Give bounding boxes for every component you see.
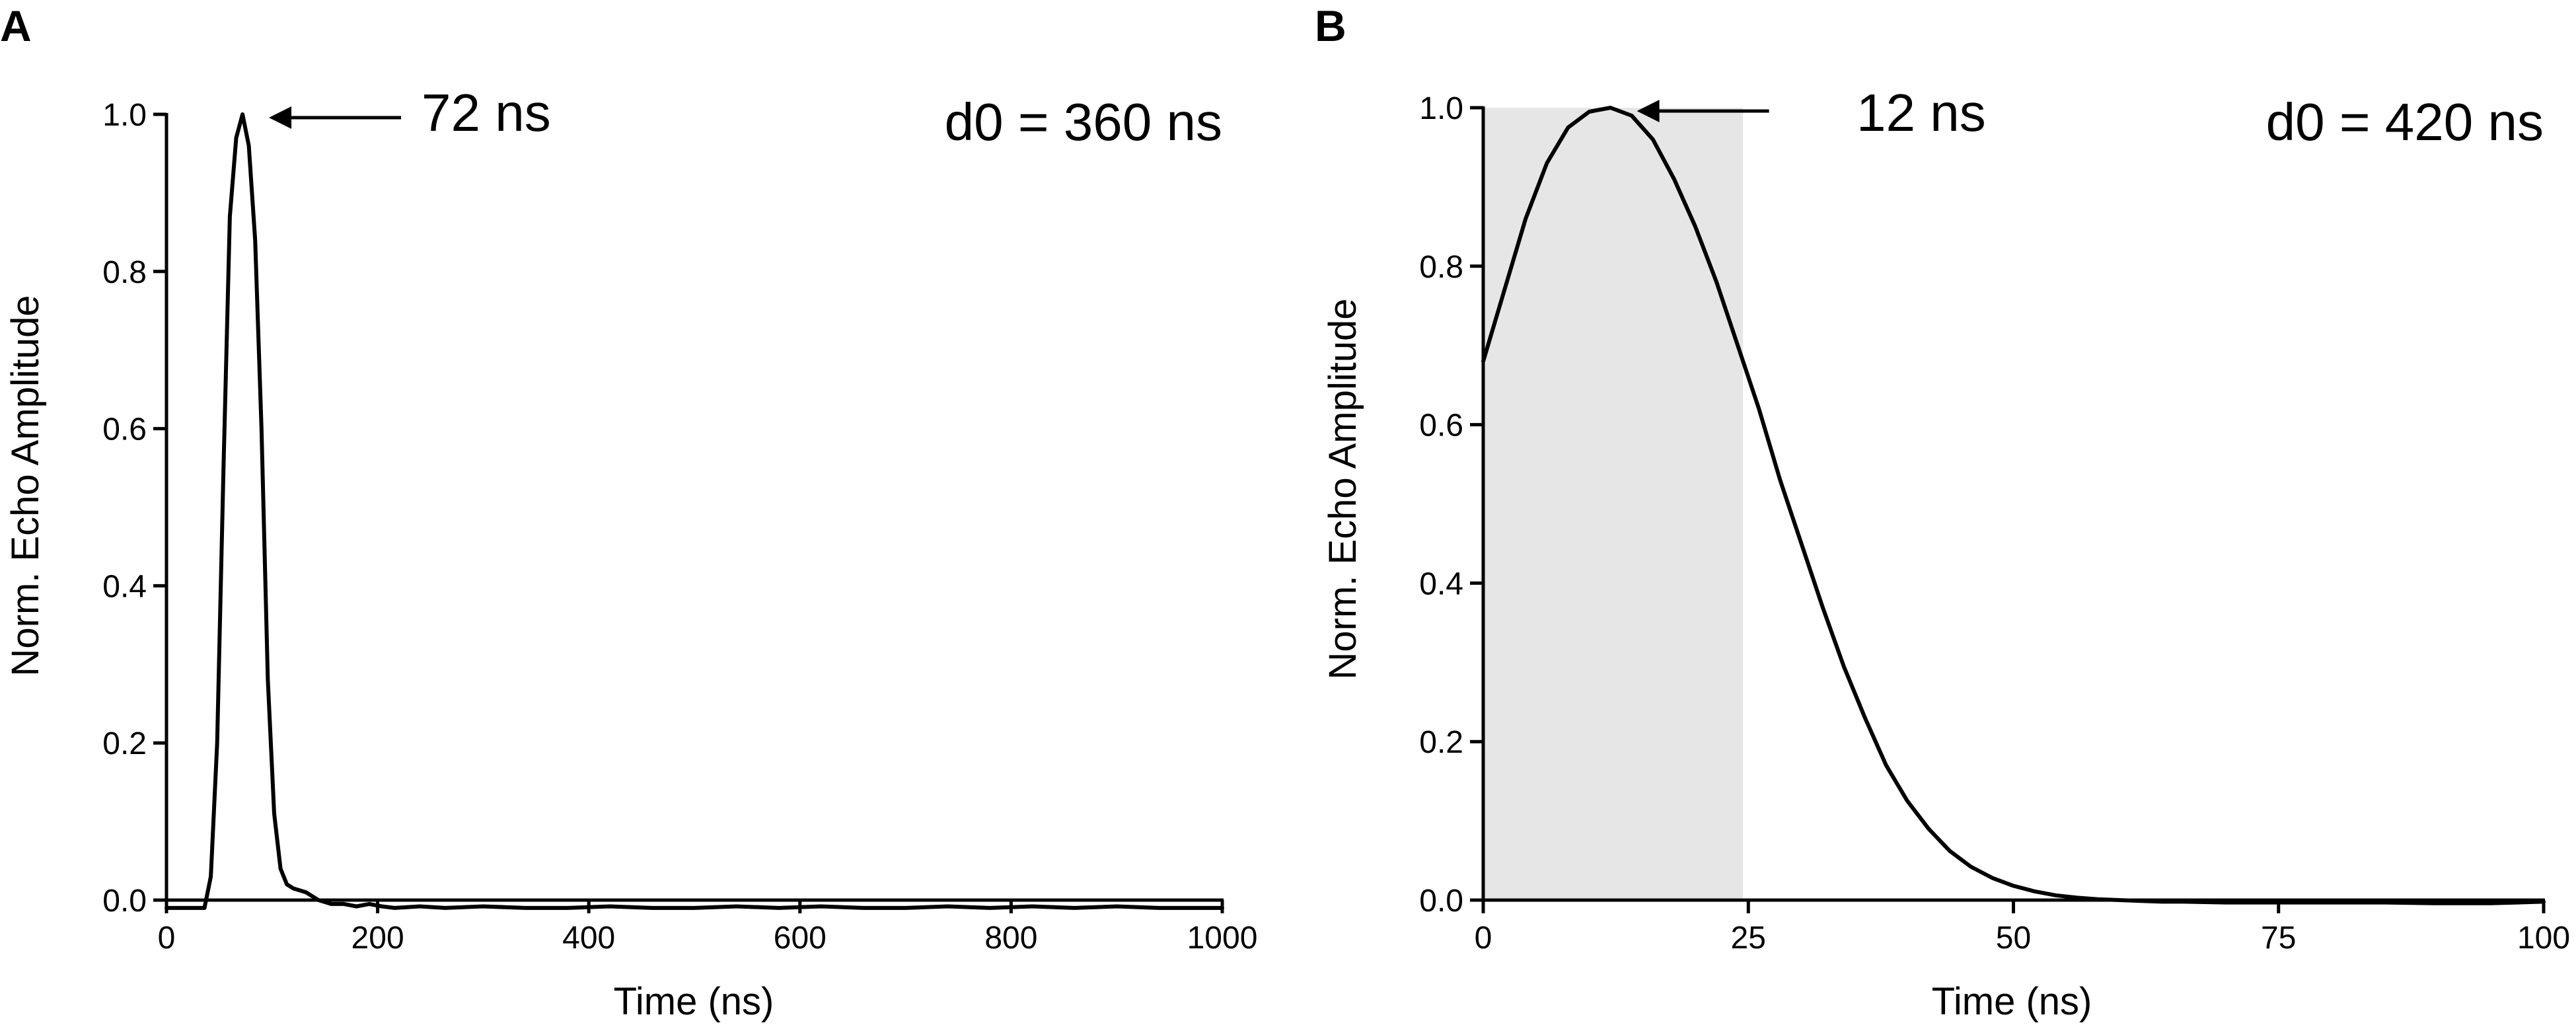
x-tick-label: 1000 <box>1187 921 1258 956</box>
corner-label: d0 = 360 ns <box>945 93 1222 151</box>
x-tick-label: 100 <box>2517 921 2570 956</box>
x-tick-label: 0 <box>158 921 176 956</box>
y-axis-title: Norm. Echo Amplitude <box>1321 298 1364 679</box>
panel-letter: B <box>1315 1 1346 50</box>
x-tick-label: 75 <box>2261 921 2296 956</box>
x-tick-label: 50 <box>1996 921 2031 956</box>
y-tick-label: 0.4 <box>102 569 147 604</box>
x-tick-label: 0 <box>1475 921 1492 956</box>
x-tick-label: 200 <box>351 921 404 956</box>
series-line <box>165 112 1224 910</box>
y-tick-label: 0.8 <box>102 255 147 290</box>
y-tick-label: 0.0 <box>1419 884 1463 919</box>
panel-letter: A <box>0 1 32 50</box>
x-tick-label: 400 <box>562 921 615 956</box>
annotation-arrow-head <box>269 106 292 129</box>
x-tick-label: 800 <box>984 921 1037 956</box>
y-tick-label: 0.6 <box>1419 408 1463 443</box>
x-tick-label: 600 <box>774 921 827 956</box>
y-tick-label: 0.0 <box>102 884 147 919</box>
panel-b: B Norm. Echo Amplitude Time (ns) 12 ns d… <box>1315 1 2570 1023</box>
y-tick-label: 0.8 <box>1419 250 1463 285</box>
corner-label: d0 = 420 ns <box>2266 93 2544 151</box>
y-tick-label: 0.6 <box>102 412 147 447</box>
x-axis-title: Time (ns) <box>614 980 774 1023</box>
peak-annotation-label: 12 ns <box>1857 83 1986 142</box>
peak-annotation-label: 72 ns <box>422 83 551 142</box>
annotation-arrow-head <box>1637 100 1660 122</box>
y-axis-title: Norm. Echo Amplitude <box>4 295 47 676</box>
panel-a: A Norm. Echo Amplitude Time (ns) 72 ns d… <box>0 1 1257 1023</box>
series-line <box>1481 106 2546 905</box>
y-tick-label: 1.0 <box>1419 91 1463 126</box>
y-tick-label: 1.0 <box>102 98 147 133</box>
x-axis-title: Time (ns) <box>1932 980 2092 1023</box>
y-tick-label: 0.2 <box>102 726 147 761</box>
x-tick-label: 25 <box>1731 921 1766 956</box>
y-tick-label: 0.4 <box>1419 566 1463 601</box>
y-tick-label: 0.2 <box>1419 725 1463 760</box>
